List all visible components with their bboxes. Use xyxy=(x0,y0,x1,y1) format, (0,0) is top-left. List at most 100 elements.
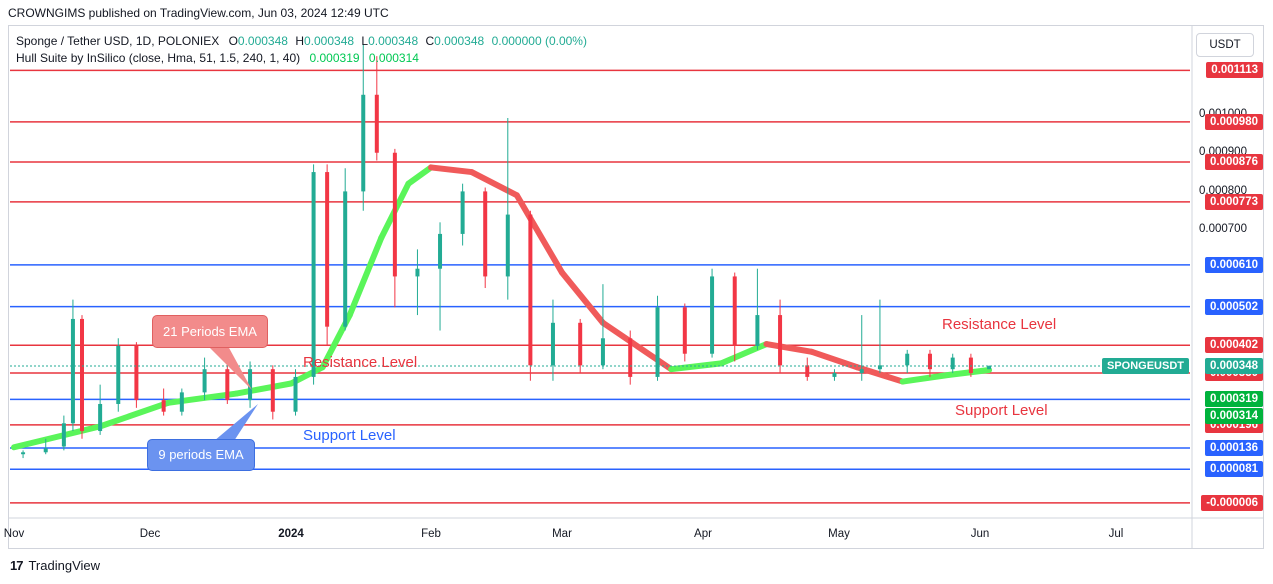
tradingview-brand: TradingView xyxy=(28,558,101,573)
candle-body xyxy=(374,94,379,153)
legend-indicator: Hull Suite by InSilico (close, Hma, 51, … xyxy=(16,51,419,65)
x-tick: Mar xyxy=(552,528,572,540)
x-tick: Jul xyxy=(1108,528,1124,540)
candle-body xyxy=(778,315,783,366)
candle-body xyxy=(98,403,103,432)
candle-body xyxy=(270,369,275,412)
candle-body xyxy=(248,369,253,401)
symbol-tag: SPONGEUSDT xyxy=(1101,358,1189,374)
candle-body xyxy=(325,172,330,327)
candle-body xyxy=(950,357,955,370)
chart-frame xyxy=(8,25,1264,549)
publish-line: CROWNGIMS published on TradingView.com, … xyxy=(8,6,389,20)
level-price-tag: 0.000136 xyxy=(1205,440,1263,457)
legend-h-value: 0.000348 xyxy=(303,34,355,48)
candle-body xyxy=(732,276,737,346)
candle-body xyxy=(415,268,420,277)
candle-body xyxy=(877,365,882,370)
candle-body xyxy=(655,307,660,377)
x-tick: Jun xyxy=(970,528,990,540)
hull-suite-segment xyxy=(599,319,675,373)
hull-suite-segment xyxy=(808,348,861,371)
indicator-value-1: 0.000319 xyxy=(309,51,360,65)
candle-body xyxy=(43,448,48,453)
hull-suite-segment xyxy=(763,341,815,355)
hull-suite-segment xyxy=(559,269,606,326)
hull-suite-segment xyxy=(233,380,294,397)
candle-body xyxy=(161,400,166,412)
legend-o-label: O xyxy=(228,34,238,48)
hull-suite-segment xyxy=(513,192,565,276)
legend-o-value: 0.000348 xyxy=(237,34,288,48)
candle-body xyxy=(710,276,715,354)
candle-body xyxy=(70,318,75,424)
tradingview-footer[interactable]: 17 TradingView xyxy=(10,558,100,573)
ema9-pointer xyxy=(214,404,258,441)
resistance-label-left: Resistance Level xyxy=(303,354,418,371)
ema21-callout: 21 Periods EMA xyxy=(152,315,268,348)
current-price-tag: 0.000319 xyxy=(1205,391,1263,407)
support-label-right: Support Level xyxy=(955,402,1048,419)
x-tick: Apr xyxy=(694,528,712,540)
level-price-tag: -0.000006 xyxy=(1201,494,1263,511)
tradingview-logo-icon: 17 xyxy=(10,558,24,573)
candle-body xyxy=(805,365,810,377)
legend-change: 0.000000 (0.00%) xyxy=(491,34,587,48)
hull-suite-segment xyxy=(405,164,434,187)
currency-button[interactable]: USDT xyxy=(1196,33,1254,57)
candle-body xyxy=(61,423,66,447)
candle-body xyxy=(968,357,973,374)
x-tick: 2024 xyxy=(278,528,304,540)
candle-body xyxy=(905,353,910,366)
ema9-callout: 9 periods EMA xyxy=(147,439,255,471)
x-tick: May xyxy=(828,528,850,540)
candle-body xyxy=(859,369,864,374)
candle-body xyxy=(987,366,992,370)
legend-h-label: H xyxy=(295,34,304,48)
legend-ohlc: Sponge / Tether USD, 1D, POLONIEX O0.000… xyxy=(16,34,587,48)
candle-body xyxy=(202,369,207,393)
resistance-label-right: Resistance Level xyxy=(942,316,1057,333)
legend-c-label: C xyxy=(425,34,435,48)
candle-body xyxy=(293,376,298,412)
candle-body xyxy=(755,315,760,346)
current-price-tag: 0.000314 xyxy=(1205,408,1263,424)
candle-body xyxy=(460,191,465,234)
candle-body xyxy=(311,172,316,377)
hull-suite-segment xyxy=(97,399,172,430)
candle-body xyxy=(392,152,397,277)
current-price-tag: 0.000348 xyxy=(1205,358,1263,374)
hull-suite-segment xyxy=(899,371,952,385)
hull-suite-segment xyxy=(428,164,475,176)
legend-l-value: 0.000348 xyxy=(368,34,419,48)
y-tick: 0.000700 xyxy=(1199,223,1247,235)
candle-body xyxy=(116,346,121,404)
candle-body xyxy=(343,191,348,327)
candle-body xyxy=(628,338,633,377)
level-price-tag: 0.000980 xyxy=(1205,113,1263,130)
legend-c-value: 0.000348 xyxy=(434,34,485,48)
hull-suite-segment xyxy=(945,366,993,378)
level-price-tag: 0.000610 xyxy=(1205,256,1263,273)
candle-body xyxy=(528,214,533,366)
level-price-tag: 0.001113 xyxy=(1206,62,1263,79)
ema21-pointer xyxy=(208,346,252,390)
hull-suite-segment xyxy=(718,341,770,367)
candle-body xyxy=(225,369,230,401)
level-price-tag: 0.000502 xyxy=(1205,298,1263,315)
candle-body xyxy=(483,191,488,277)
candle-body xyxy=(832,373,837,377)
candle-body xyxy=(682,307,687,354)
hull-suite-segment xyxy=(11,423,104,451)
candle-body xyxy=(578,322,583,366)
candle-body xyxy=(550,322,555,366)
candle-body xyxy=(179,392,184,412)
candle-body xyxy=(80,318,84,432)
hull-suite-segment xyxy=(346,234,385,319)
level-price-tag: 0.000773 xyxy=(1205,193,1263,210)
support-label-left: Support Level xyxy=(303,427,396,444)
x-tick: Dec xyxy=(139,528,161,540)
level-price-tag: 0.000081 xyxy=(1205,461,1263,478)
hull-suite-segment xyxy=(668,360,725,373)
